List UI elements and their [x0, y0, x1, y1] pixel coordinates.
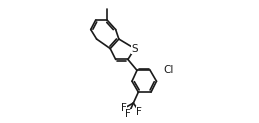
Text: F: F: [136, 107, 142, 117]
Text: S: S: [131, 44, 138, 54]
Text: F: F: [125, 109, 131, 119]
Text: F: F: [121, 103, 127, 113]
Text: Cl: Cl: [164, 65, 174, 75]
